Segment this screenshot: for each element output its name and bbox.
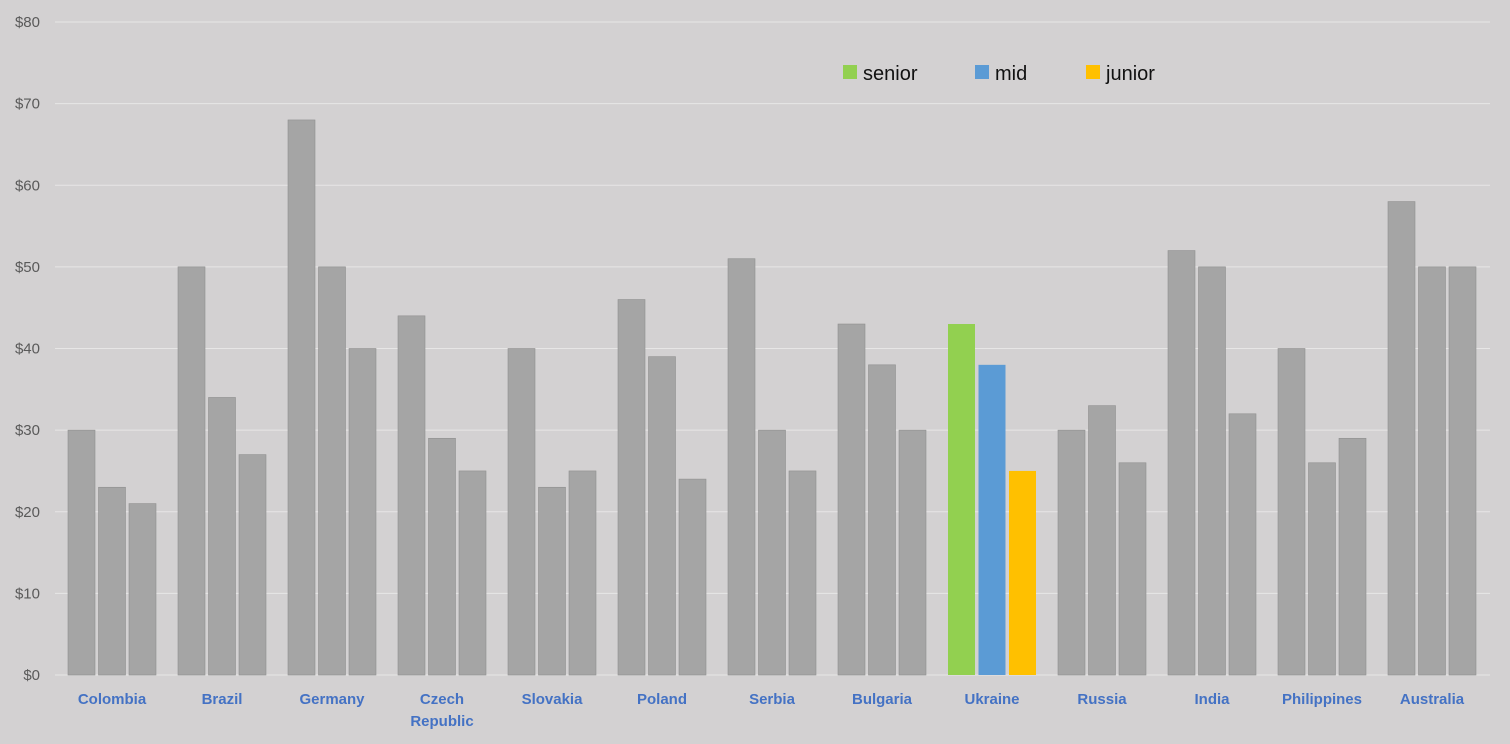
bar-senior	[1057, 429, 1086, 676]
bar-senior	[397, 315, 426, 676]
x-category-label: Bulgaria	[852, 691, 913, 708]
x-axis-category-labels: Colombia Brazil Germany Czech Republic Slovak…	[78, 691, 1465, 730]
x-category-label: Russia	[1077, 691, 1127, 708]
y-axis-tick-labels: $0 $10 $20 $30 $40 $50 $60 $70 $80	[15, 14, 40, 684]
bar-junior	[898, 429, 927, 676]
legend-label-mid: mid	[995, 63, 1027, 85]
bar-senior	[617, 299, 646, 676]
bar-senior	[507, 348, 536, 676]
bar-mid	[868, 364, 896, 676]
bar-senior	[287, 119, 316, 676]
x-category-label: Slovakia	[522, 691, 584, 708]
bar-senior	[177, 266, 206, 676]
bar-junior	[1338, 437, 1367, 676]
legend: senior mid junior	[843, 63, 1155, 85]
x-category-label: Philippines	[1282, 691, 1362, 708]
bar-junior	[458, 470, 487, 676]
bar-senior	[67, 429, 96, 676]
x-category-label: Germany	[299, 691, 365, 708]
bar-senior	[837, 323, 866, 676]
x-category-label: Poland	[637, 691, 687, 708]
y-tick-label: $70	[15, 96, 40, 113]
legend-swatch-senior	[843, 65, 857, 79]
x-category-label: Ukraine	[964, 691, 1019, 708]
legend-swatch-mid	[975, 65, 989, 79]
y-tick-label: $30	[15, 422, 40, 439]
bar-junior	[1118, 462, 1147, 676]
bar-mid	[1198, 266, 1226, 676]
bar-junior	[1228, 413, 1257, 676]
y-tick-label: $60	[15, 177, 40, 194]
legend-label-junior: junior	[1105, 63, 1155, 85]
bars	[67, 119, 1477, 676]
bar-mid	[1418, 266, 1446, 676]
bar-junior	[788, 470, 817, 676]
x-category-label: Brazil	[202, 691, 243, 708]
bar-mid	[758, 429, 786, 676]
bar-senior	[1277, 348, 1306, 676]
bar-mid	[1308, 462, 1336, 676]
bar-mid	[98, 486, 126, 676]
bar-junior	[238, 454, 267, 676]
bar-junior	[678, 478, 707, 676]
x-category-label: Colombia	[78, 691, 147, 708]
bar-senior	[727, 258, 756, 676]
bar-mid	[648, 356, 676, 676]
bar-mid	[428, 437, 456, 676]
bar-mid	[538, 486, 566, 676]
x-category-label: Serbia	[749, 691, 796, 708]
x-category-label: Australia	[1400, 691, 1465, 708]
y-tick-label: $20	[15, 504, 40, 521]
y-tick-label: $0	[23, 667, 40, 684]
bar-junior	[1009, 470, 1036, 675]
y-tick-label: $10	[15, 585, 40, 602]
bar-mid	[318, 266, 346, 676]
y-tick-label: $80	[15, 14, 40, 31]
bar-mid	[1088, 405, 1116, 676]
bar-junior	[568, 470, 597, 676]
bar-mid	[208, 397, 236, 676]
bar-senior	[1167, 250, 1196, 676]
x-category-label: Czech Republic	[410, 691, 473, 730]
y-tick-label: $40	[15, 341, 40, 358]
bar-junior	[1448, 266, 1477, 676]
legend-swatch-junior	[1086, 65, 1100, 79]
y-tick-label: $50	[15, 259, 40, 276]
bar-senior	[948, 324, 975, 675]
legend-label-senior: senior	[863, 63, 918, 85]
bar-junior	[128, 503, 157, 676]
bar-senior	[1387, 201, 1416, 676]
bar-mid	[978, 364, 1006, 675]
bar-junior	[348, 348, 377, 676]
x-category-label: India	[1194, 691, 1230, 708]
